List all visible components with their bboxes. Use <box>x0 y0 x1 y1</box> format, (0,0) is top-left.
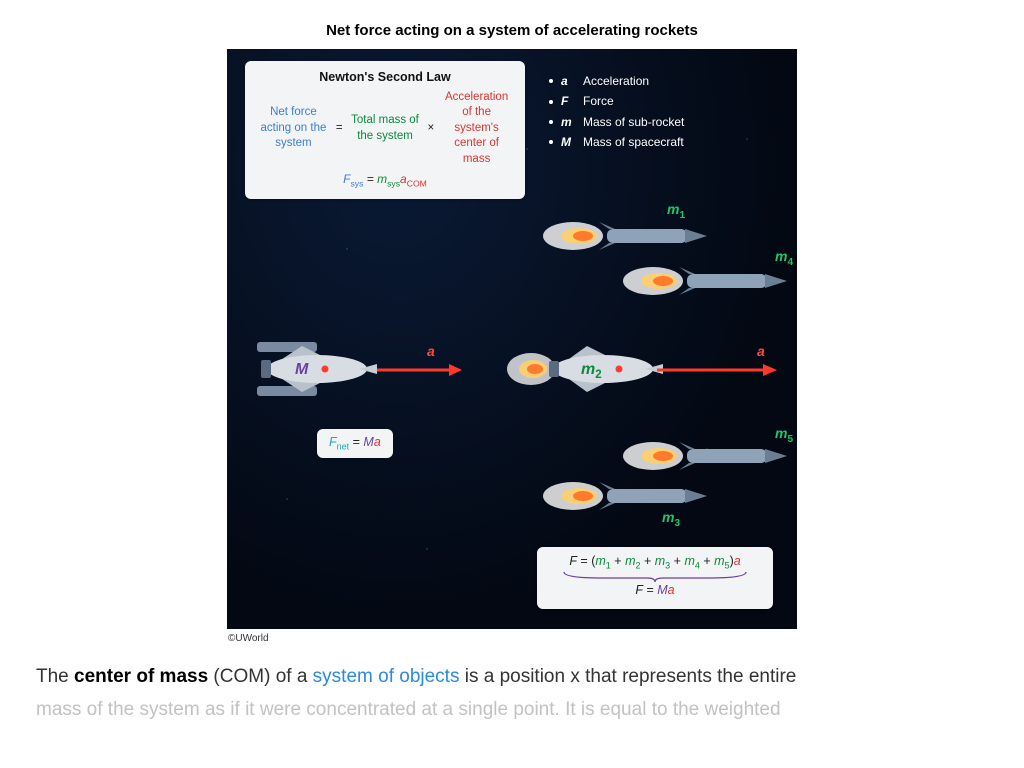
sub-rocket: m1 <box>567 219 717 253</box>
system-of-objects-link[interactable]: system of objects <box>313 666 460 687</box>
mass-label-M: M <box>295 361 308 379</box>
sub-rocket: m3 <box>567 479 717 513</box>
physics-diagram: Newton's Second Law Net force acting on … <box>227 49 797 629</box>
law-col-force: Net force acting on the system <box>257 105 330 152</box>
mass-label: m3 <box>662 509 680 529</box>
fsum-panel: F = (m1 + m2 + m3 + m4 + m5)a F = Ma <box>537 547 773 609</box>
spacecraft-combined: M <box>247 334 387 404</box>
sub-rocket: m5 <box>647 439 797 473</box>
legend-row: FForce <box>549 91 684 111</box>
mass-label: m5 <box>775 425 793 445</box>
law-col-accel: Acceleration of the system's center of m… <box>440 90 513 168</box>
legend-row: mMass of sub-rocket <box>549 112 684 132</box>
variable-legend: aAcceleration FForce mMass of sub-rocket… <box>549 71 684 153</box>
mass-label: m1 <box>667 201 685 221</box>
explanation-paragraph: The center of mass (COM) of a system of … <box>36 660 988 727</box>
equals-sign: = <box>336 121 343 137</box>
acceleration-arrow <box>377 363 462 377</box>
fnet-panel: Fnet = Ma <box>317 429 393 458</box>
acceleration-label: a <box>757 343 765 359</box>
acceleration-label: a <box>427 343 435 359</box>
page-title: Net force acting on a system of accelera… <box>0 0 1024 49</box>
sub-rocket: m4 <box>647 264 797 298</box>
law-col-mass: Total mass of the system <box>349 113 422 144</box>
newtons-law-panel: Newton's Second Law Net force acting on … <box>245 61 525 199</box>
mass-label-m2: m2 <box>581 361 602 381</box>
legend-row: MMass of spacecraft <box>549 132 684 152</box>
acceleration-arrow <box>657 363 777 377</box>
mass-label: m4 <box>775 248 793 268</box>
law-title: Newton's Second Law <box>257 69 513 86</box>
copyright-text: ©UWorld <box>228 633 1024 644</box>
legend-row: aAcceleration <box>549 71 684 91</box>
spacecraft-core: m2 <box>527 334 667 404</box>
law-formula: Fsys = msysaCOM <box>257 171 513 190</box>
times-sign: × <box>427 121 434 137</box>
